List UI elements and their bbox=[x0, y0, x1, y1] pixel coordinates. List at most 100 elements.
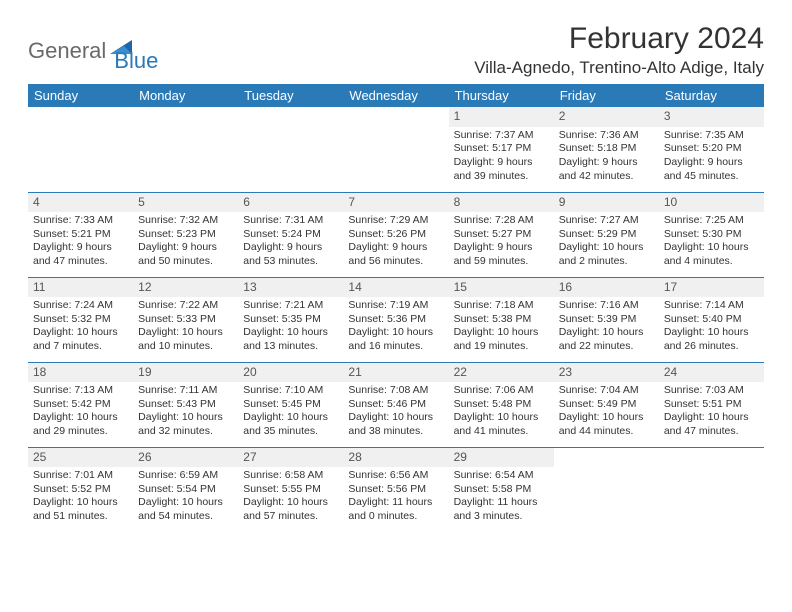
weekday-header: Thursday bbox=[449, 84, 554, 107]
daylight2-text: and 16 minutes. bbox=[348, 340, 443, 354]
sunset-text: Sunset: 5:30 PM bbox=[664, 228, 759, 242]
sunrise-text: Sunrise: 7:14 AM bbox=[664, 299, 759, 313]
sunset-text: Sunset: 5:21 PM bbox=[33, 228, 128, 242]
daylight1-text: Daylight: 10 hours bbox=[664, 411, 759, 425]
daylight2-text: and 45 minutes. bbox=[664, 170, 759, 184]
calendar-day-cell: 16Sunrise: 7:16 AMSunset: 5:39 PMDayligh… bbox=[554, 277, 659, 362]
weekday-header: Wednesday bbox=[343, 84, 448, 107]
sunrise-text: Sunrise: 7:28 AM bbox=[454, 214, 549, 228]
brand-logo: General Blue bbox=[28, 22, 158, 74]
daylight1-text: Daylight: 11 hours bbox=[454, 496, 549, 510]
daylight2-text: and 53 minutes. bbox=[243, 255, 338, 269]
sunset-text: Sunset: 5:24 PM bbox=[243, 228, 338, 242]
calendar-day-cell: 27Sunrise: 6:58 AMSunset: 5:55 PMDayligh… bbox=[238, 447, 343, 532]
weekday-header: Saturday bbox=[659, 84, 764, 107]
daylight1-text: Daylight: 10 hours bbox=[664, 326, 759, 340]
weekday-header-row: Sunday Monday Tuesday Wednesday Thursday… bbox=[28, 84, 764, 107]
daylight2-text: and 0 minutes. bbox=[348, 510, 443, 524]
day-number: 25 bbox=[28, 448, 133, 468]
day-number: 15 bbox=[449, 278, 554, 298]
sunrise-text: Sunrise: 7:36 AM bbox=[559, 129, 654, 143]
sunset-text: Sunset: 5:48 PM bbox=[454, 398, 549, 412]
sunset-text: Sunset: 5:26 PM bbox=[348, 228, 443, 242]
daylight1-text: Daylight: 10 hours bbox=[454, 326, 549, 340]
calendar-day-cell: 3Sunrise: 7:35 AMSunset: 5:20 PMDaylight… bbox=[659, 107, 764, 192]
day-number: 13 bbox=[238, 278, 343, 298]
daylight1-text: Daylight: 10 hours bbox=[138, 326, 233, 340]
daylight1-text: Daylight: 11 hours bbox=[348, 496, 443, 510]
daylight1-text: Daylight: 10 hours bbox=[348, 411, 443, 425]
calendar-day-cell: 18Sunrise: 7:13 AMSunset: 5:42 PMDayligh… bbox=[28, 362, 133, 447]
day-number: 29 bbox=[449, 448, 554, 468]
daylight1-text: Daylight: 10 hours bbox=[559, 241, 654, 255]
daylight1-text: Daylight: 10 hours bbox=[33, 326, 128, 340]
daylight2-text: and 29 minutes. bbox=[33, 425, 128, 439]
day-number: 3 bbox=[659, 107, 764, 127]
calendar-day-cell bbox=[28, 107, 133, 192]
calendar-day-cell: 25Sunrise: 7:01 AMSunset: 5:52 PMDayligh… bbox=[28, 447, 133, 532]
sunrise-text: Sunrise: 6:59 AM bbox=[138, 469, 233, 483]
calendar-day-cell: 23Sunrise: 7:04 AMSunset: 5:49 PMDayligh… bbox=[554, 362, 659, 447]
weekday-header: Tuesday bbox=[238, 84, 343, 107]
calendar-week-row: 1 Sunrise: 7:37 AMSunset: 5:17 PM Daylight… bbox=[28, 107, 764, 192]
sunset-text: Sunset: 5:52 PM bbox=[33, 483, 128, 497]
calendar-day-cell: 9Sunrise: 7:27 AMSunset: 5:29 PMDaylight… bbox=[554, 192, 659, 277]
daylight2-text: and 26 minutes. bbox=[664, 340, 759, 354]
day-number: 10 bbox=[659, 193, 764, 213]
sunrise-text: Sunrise: 7:22 AM bbox=[138, 299, 233, 313]
sunrise-text: Sunrise: 7:16 AM bbox=[559, 299, 654, 313]
sunset-text: Sunset: 5:58 PM bbox=[454, 483, 549, 497]
sunset-text: Sunset: 5:38 PM bbox=[454, 313, 549, 327]
daylight1-text: Daylight: 9 hours bbox=[664, 156, 759, 170]
calendar-day-cell: 5Sunrise: 7:32 AMSunset: 5:23 PMDaylight… bbox=[133, 192, 238, 277]
daylight1-text: Daylight: 10 hours bbox=[664, 241, 759, 255]
daylight2-text: and 44 minutes. bbox=[559, 425, 654, 439]
brand-part2: Blue bbox=[114, 28, 158, 74]
sunrise-text: Sunrise: 7:08 AM bbox=[348, 384, 443, 398]
sunset-text: Sunset: 5:46 PM bbox=[348, 398, 443, 412]
day-number: 6 bbox=[238, 193, 343, 213]
location-text: Villa-Agnedo, Trentino-Alto Adige, Italy bbox=[474, 58, 764, 78]
daylight2-text: and 59 minutes. bbox=[454, 255, 549, 269]
day-number: 12 bbox=[133, 278, 238, 298]
daylight1-text: Daylight: 10 hours bbox=[559, 411, 654, 425]
daylight2-text: and 54 minutes. bbox=[138, 510, 233, 524]
daylight2-text: and 19 minutes. bbox=[454, 340, 549, 354]
sunset-text: Sunset: 5:23 PM bbox=[138, 228, 233, 242]
calendar-day-cell bbox=[659, 447, 764, 532]
day-number: 24 bbox=[659, 363, 764, 383]
daylight1-text: Daylight: 10 hours bbox=[138, 411, 233, 425]
calendar-day-cell: 24Sunrise: 7:03 AMSunset: 5:51 PMDayligh… bbox=[659, 362, 764, 447]
sunset-text: Sunset: 5:17 PM bbox=[454, 142, 549, 156]
daylight2-text: and 32 minutes. bbox=[138, 425, 233, 439]
day-number: 21 bbox=[343, 363, 448, 383]
daylight2-text: and 38 minutes. bbox=[348, 425, 443, 439]
daylight2-text: and 47 minutes. bbox=[664, 425, 759, 439]
sunrise-text: Sunrise: 7:37 AM bbox=[454, 129, 549, 143]
daylight1-text: Daylight: 10 hours bbox=[243, 326, 338, 340]
day-number: 1 bbox=[449, 107, 554, 127]
day-number: 19 bbox=[133, 363, 238, 383]
sunrise-text: Sunrise: 7:24 AM bbox=[33, 299, 128, 313]
title-block: February 2024 Villa-Agnedo, Trentino-Alt… bbox=[474, 22, 764, 78]
sunset-text: Sunset: 5:49 PM bbox=[559, 398, 654, 412]
daylight2-text: and 4 minutes. bbox=[664, 255, 759, 269]
sunset-text: Sunset: 5:39 PM bbox=[559, 313, 654, 327]
day-number: 20 bbox=[238, 363, 343, 383]
daylight2-text: and 47 minutes. bbox=[33, 255, 128, 269]
day-number: 14 bbox=[343, 278, 448, 298]
daylight2-text: and 2 minutes. bbox=[559, 255, 654, 269]
day-number: 16 bbox=[554, 278, 659, 298]
sunrise-text: Sunrise: 7:18 AM bbox=[454, 299, 549, 313]
calendar-day-cell: 29Sunrise: 6:54 AMSunset: 5:58 PMDayligh… bbox=[449, 447, 554, 532]
daylight1-text: Daylight: 10 hours bbox=[454, 411, 549, 425]
daylight2-text: and 7 minutes. bbox=[33, 340, 128, 354]
sunrise-text: Sunrise: 7:13 AM bbox=[33, 384, 128, 398]
sunset-text: Sunset: 5:55 PM bbox=[243, 483, 338, 497]
daylight2-text: and 50 minutes. bbox=[138, 255, 233, 269]
sunrise-text: Sunrise: 6:54 AM bbox=[454, 469, 549, 483]
calendar-day-cell: 12Sunrise: 7:22 AMSunset: 5:33 PMDayligh… bbox=[133, 277, 238, 362]
calendar-day-cell bbox=[238, 107, 343, 192]
day-number: 23 bbox=[554, 363, 659, 383]
day-number: 28 bbox=[343, 448, 448, 468]
